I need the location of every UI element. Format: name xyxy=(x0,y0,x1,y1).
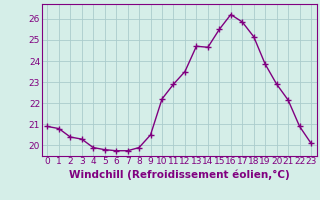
X-axis label: Windchill (Refroidissement éolien,°C): Windchill (Refroidissement éolien,°C) xyxy=(69,169,290,180)
